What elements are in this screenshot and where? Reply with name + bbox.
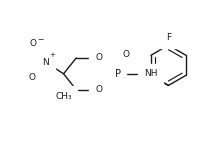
Text: O: O <box>123 50 129 59</box>
Text: O: O <box>95 85 102 94</box>
Text: NH: NH <box>144 69 157 78</box>
Text: F: F <box>166 33 171 42</box>
Text: +: + <box>49 52 55 58</box>
Text: O: O <box>29 39 36 48</box>
Text: CH₃: CH₃ <box>55 92 72 101</box>
Text: O: O <box>95 53 102 62</box>
Text: P: P <box>114 69 121 79</box>
Text: −: − <box>37 35 43 44</box>
Text: O: O <box>28 73 35 82</box>
Text: N: N <box>42 58 49 67</box>
